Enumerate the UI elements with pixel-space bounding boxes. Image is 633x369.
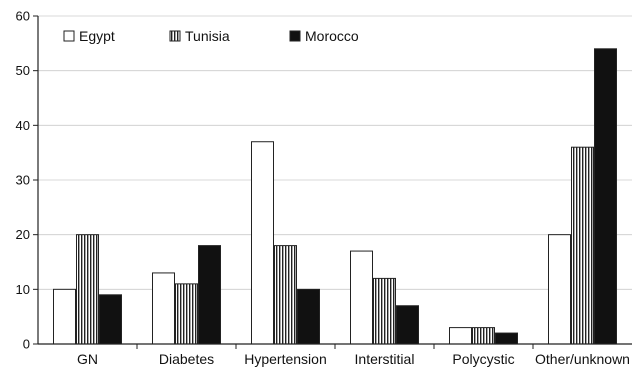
legend-label-tunisia: Tunisia: [185, 28, 230, 44]
legend-swatch-tunisia: [169, 30, 181, 42]
bar-egypt-5: [548, 234, 571, 345]
y-tick-label: 10: [16, 282, 30, 297]
x-tick-label: Other/unknown: [535, 351, 630, 367]
legend: Egypt Tunisia Morocco: [63, 28, 359, 44]
y-tick-label: 20: [16, 227, 30, 242]
y-tick-label: 60: [16, 9, 30, 24]
bar-morocco-5: [594, 48, 617, 345]
bars: [53, 48, 617, 345]
bar-tunisia-1: [175, 283, 198, 345]
y-tick-label: 0: [23, 337, 30, 352]
legend-swatch-egypt: [63, 30, 75, 42]
x-tick-label: Polycystic: [452, 351, 514, 367]
bar-tunisia-5: [571, 146, 594, 345]
axes: [33, 15, 632, 349]
bar-morocco-1: [198, 245, 221, 345]
bar-morocco-2: [297, 288, 320, 345]
y-tick-label: 40: [16, 118, 30, 133]
legend-swatch-morocco: [289, 30, 301, 42]
y-tick-label: 50: [16, 63, 30, 78]
bar-egypt-0: [53, 288, 76, 345]
x-tick-label: Diabetes: [159, 351, 214, 367]
bar-tunisia-3: [373, 277, 396, 345]
bar-egypt-3: [350, 250, 373, 345]
bar-tunisia-0: [76, 234, 99, 345]
bar-tunisia-2: [274, 245, 297, 345]
bar-morocco-3: [396, 305, 419, 345]
legend-label-egypt: Egypt: [79, 28, 115, 44]
grid-lines: [38, 15, 632, 290]
x-tick-label: GN: [77, 351, 98, 367]
bar-egypt-4: [449, 327, 472, 345]
y-tick-label: 30: [16, 173, 30, 188]
bar-morocco-0: [99, 294, 122, 345]
bar-tunisia-4: [472, 327, 495, 345]
bar-egypt-1: [152, 272, 175, 345]
bar-morocco-4: [495, 332, 518, 345]
bar-egypt-2: [251, 141, 274, 345]
legend-label-morocco: Morocco: [305, 28, 359, 44]
x-tick-label: Hypertension: [244, 351, 327, 367]
axis-labels: 0 10 20 30 40 50 60 GN Diabetes Hypertension Inter…: [16, 9, 630, 368]
x-tick-label: Interstitial: [355, 351, 415, 367]
